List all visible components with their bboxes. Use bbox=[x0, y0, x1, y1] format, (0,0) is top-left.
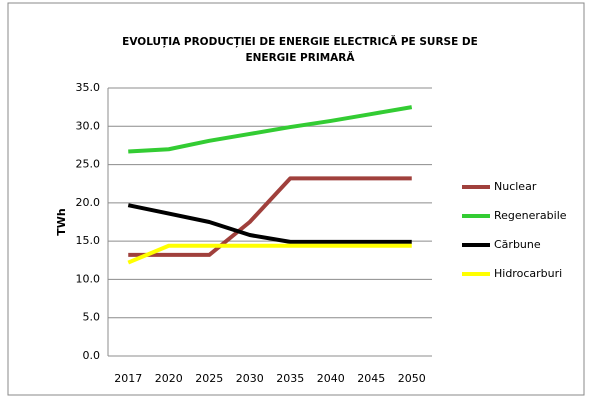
y-tick-label: 25.0 bbox=[76, 158, 101, 171]
chart-title: EVOLUȚIA PRODUCȚIEI DE ENERGIE ELECTRICĂ… bbox=[122, 35, 478, 48]
legend-label: Nuclear bbox=[494, 180, 537, 193]
y-tick-label: 30.0 bbox=[76, 119, 101, 132]
x-tick-label: 2030 bbox=[236, 372, 264, 385]
series-line bbox=[128, 105, 413, 154]
x-tick-label: 2040 bbox=[317, 372, 345, 385]
series-line bbox=[127, 243, 412, 265]
x-tick-label: 2045 bbox=[357, 372, 385, 385]
x-tick-label: 2025 bbox=[195, 372, 223, 385]
x-tick-label: 2017 bbox=[114, 372, 142, 385]
chart-border bbox=[7, 2, 585, 396]
y-tick-label: 0.0 bbox=[83, 349, 101, 362]
legend-label: Regenerabile bbox=[494, 209, 567, 222]
legend-label: Hidrocarburi bbox=[494, 267, 562, 280]
x-tick-label: 2035 bbox=[276, 372, 304, 385]
y-tick-label: 35.0 bbox=[76, 81, 101, 94]
y-axis-label: TWh bbox=[55, 208, 68, 235]
legend-label: Cărbune bbox=[494, 238, 541, 251]
y-tick-label: 15.0 bbox=[76, 234, 101, 247]
y-tick-label: 20.0 bbox=[76, 196, 101, 209]
chart-title: ENERGIE PRIMARĂ bbox=[245, 51, 355, 64]
x-tick-label: 2020 bbox=[155, 372, 183, 385]
y-tick-label: 5.0 bbox=[83, 311, 101, 324]
x-tick-label: 2050 bbox=[398, 372, 426, 385]
series-line bbox=[128, 176, 412, 257]
series-line bbox=[127, 203, 412, 244]
y-tick-label: 10.0 bbox=[76, 272, 101, 285]
